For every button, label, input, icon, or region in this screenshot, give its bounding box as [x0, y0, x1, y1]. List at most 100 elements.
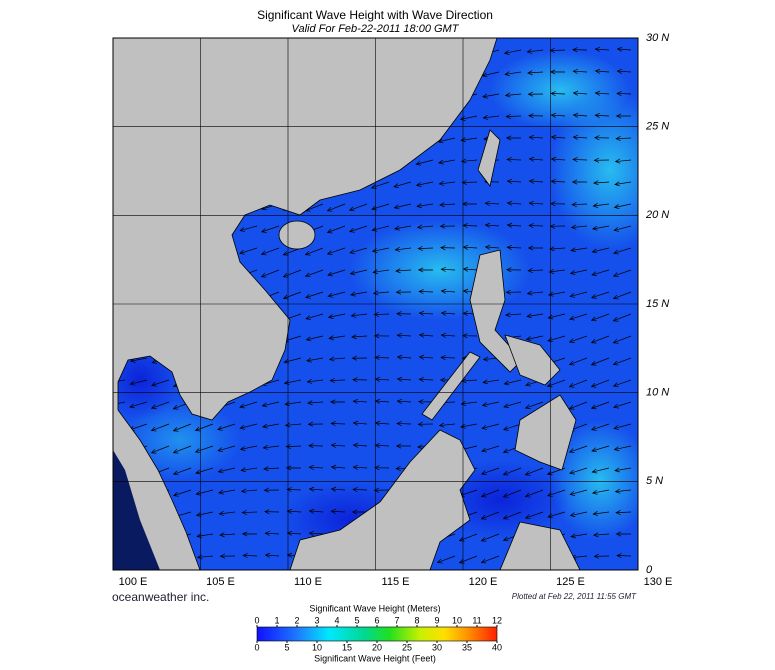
- feet-tick-label: 25: [402, 642, 412, 652]
- wave-arrow: [217, 467, 236, 474]
- wave-arrow: [264, 530, 280, 536]
- wave-arrow: [308, 486, 324, 492]
- lat-label: 5 N: [646, 475, 663, 487]
- wave-arrow: [569, 269, 588, 276]
- wave-arrow: [614, 181, 632, 187]
- wave-arrow: [150, 423, 170, 432]
- wave-arrow: [195, 467, 214, 475]
- wave-arrow: [550, 178, 566, 184]
- wave-arrow: [352, 420, 368, 426]
- wave-area: [490, 50, 630, 130]
- lon-label: 115 E: [382, 576, 410, 588]
- wave-arrow: [594, 68, 610, 74]
- wave-arrow: [352, 377, 368, 383]
- wave-arrow: [613, 203, 632, 210]
- wave-arrow: [308, 464, 324, 470]
- island: [289, 429, 476, 570]
- wave-arrow: [613, 401, 632, 409]
- lat-label: 15 N: [646, 298, 669, 310]
- wave-arrow: [262, 444, 280, 450]
- wave-arrow: [150, 401, 170, 410]
- wave-arrow: [616, 46, 632, 52]
- lat-label: 0: [646, 564, 653, 576]
- lat-label: 20 N: [645, 209, 669, 221]
- wave-arrow: [330, 442, 346, 448]
- wave-arrow: [481, 445, 500, 453]
- wave-arrow: [306, 378, 324, 384]
- wave-arrow: [440, 355, 456, 361]
- wave-arrow: [462, 266, 478, 272]
- wave-arrow: [308, 530, 324, 536]
- wave-arrow: [436, 555, 456, 564]
- wave-arrow: [506, 200, 522, 206]
- wave-arrow: [547, 313, 566, 320]
- subtitle: Valid For Feb-22-2011 18:00 GMT: [292, 23, 460, 35]
- wave-arrow: [239, 445, 258, 451]
- feet-tick-label: 15: [342, 642, 352, 652]
- wave-arrow: [568, 357, 588, 366]
- wave-arrow: [330, 508, 346, 514]
- wave-arrow: [461, 179, 478, 185]
- wave-arrow: [371, 203, 390, 211]
- title: Significant Wave Height with Wave Direct…: [257, 8, 493, 22]
- wave-arrow: [568, 379, 588, 388]
- lon-label: 105 E: [206, 576, 235, 588]
- wave-arrow: [218, 510, 236, 516]
- map: [113, 38, 638, 570]
- wave-arrow: [505, 113, 522, 119]
- wave-arrow: [506, 157, 522, 163]
- colorbar: [256, 626, 498, 642]
- wave-arrow: [195, 511, 214, 517]
- wave-arrow: [569, 489, 588, 496]
- wave-arrow: [460, 158, 478, 164]
- wave-arrow: [482, 114, 500, 120]
- wave-arrow: [239, 225, 258, 232]
- wave-arrow: [591, 489, 610, 495]
- wave-arrow: [195, 489, 214, 496]
- wave-arrow: [590, 291, 610, 299]
- wave-arrow: [612, 357, 632, 366]
- wave-arrow: [263, 466, 280, 472]
- wave-arrow: [616, 91, 632, 97]
- colorbar-ticks: 0 1 2 3 4 5 6 7 8 9 10 11 120 5 10 15 20 25 30 35 40: [254, 615, 502, 652]
- wave-arrow: [351, 509, 368, 515]
- wave-arrow: [370, 181, 390, 189]
- wave-arrow: [568, 445, 588, 454]
- wave-arrow: [572, 157, 588, 163]
- wave-arrow: [502, 511, 522, 520]
- wave-arrow: [308, 508, 324, 514]
- wave-arrow: [550, 156, 566, 162]
- wave-arrow: [393, 181, 412, 189]
- wave-arrow: [330, 486, 346, 492]
- meters-tick-label: 6: [374, 615, 379, 625]
- wave-arrow: [350, 312, 368, 318]
- wave-arrow: [568, 401, 588, 410]
- wave-arrow: [418, 289, 434, 295]
- mainland: [113, 38, 498, 570]
- wave-arrow: [550, 134, 566, 140]
- wave-arrow: [549, 47, 566, 53]
- island: [514, 394, 577, 471]
- wave-arrow: [418, 376, 434, 382]
- wave-arrow: [462, 244, 478, 250]
- lon-label: 125 E: [556, 576, 585, 588]
- wave-arrow: [480, 555, 500, 564]
- wave-arrow: [374, 355, 390, 361]
- wave-arrow: [592, 511, 610, 516]
- wave-arrow: [328, 356, 346, 362]
- wave-arrow: [282, 291, 302, 300]
- wave-arrow: [286, 508, 302, 514]
- wave-arrow: [352, 464, 368, 470]
- wave-arrow: [416, 203, 434, 209]
- wave-arrow: [526, 313, 544, 319]
- wave-arrow: [569, 313, 588, 321]
- wave-arrow: [481, 401, 500, 408]
- wave-arrow: [459, 423, 478, 429]
- wave-arrow: [396, 421, 412, 427]
- wave-arrow: [590, 357, 610, 366]
- island: [477, 129, 501, 187]
- meters-tick-label: 1: [274, 615, 279, 625]
- wave-arrow: [240, 467, 258, 473]
- wave-arrow: [241, 509, 258, 515]
- lat-label: 30 N: [646, 32, 669, 44]
